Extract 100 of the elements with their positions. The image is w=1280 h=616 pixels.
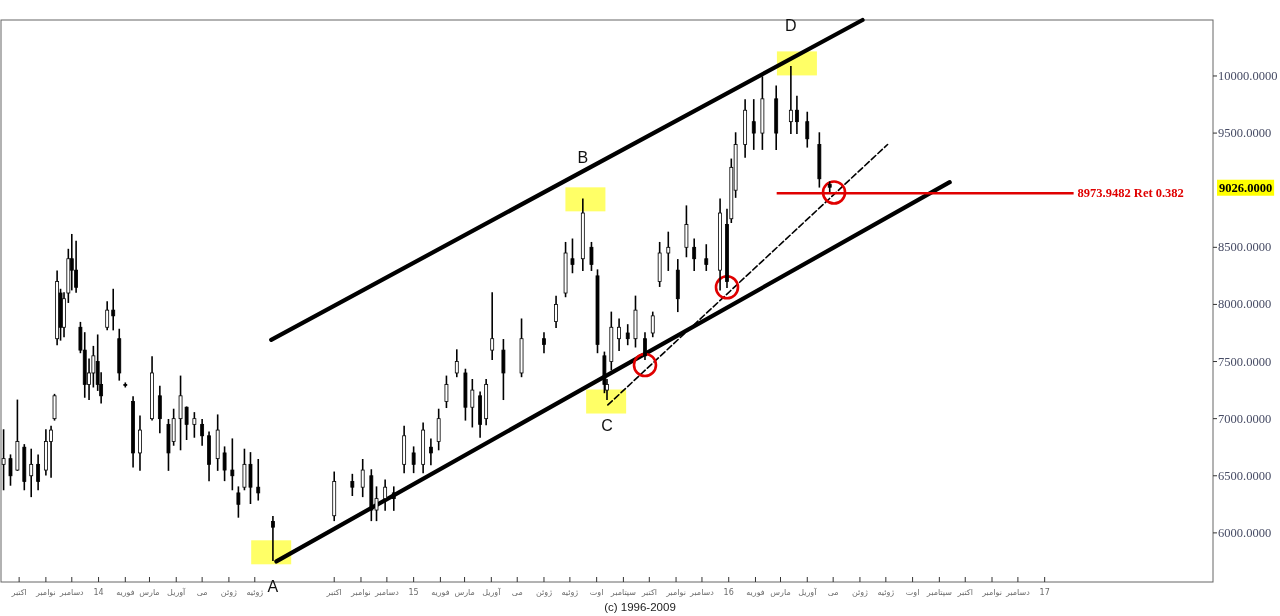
x-tick-label: نوامبر bbox=[350, 588, 371, 597]
candlestick bbox=[1, 429, 6, 491]
x-tick-label: دسامبر bbox=[689, 588, 715, 597]
x-tick-label: می bbox=[511, 588, 523, 597]
x-tick-label: نوامبر bbox=[665, 588, 686, 597]
x-tick-label: نوامبر bbox=[35, 588, 56, 597]
candlestick bbox=[650, 311, 655, 338]
candlestick bbox=[666, 231, 671, 271]
x-tick-label: نوامبر bbox=[981, 588, 1002, 597]
candlestick bbox=[383, 479, 388, 511]
x-tick-label: ژوئن bbox=[535, 588, 553, 597]
x-tick-label: ژوئیه bbox=[561, 588, 579, 597]
candlestick bbox=[542, 332, 546, 354]
x-tick-label: 17 bbox=[1039, 588, 1050, 597]
candlestick bbox=[692, 238, 697, 271]
y-tick-label: 6500.0000 bbox=[1218, 468, 1272, 483]
candlestick bbox=[788, 66, 793, 134]
candlestick bbox=[157, 385, 162, 434]
candlestick bbox=[360, 458, 365, 498]
x-tick-label: فوریه bbox=[116, 588, 135, 597]
candlestick bbox=[643, 332, 647, 361]
ref-line-label: 8973.9482 Ret 0.382 bbox=[1077, 186, 1184, 201]
x-tick-label: ژوئن bbox=[220, 588, 238, 597]
x-tick-label: دسامبر bbox=[373, 588, 400, 597]
x-tick-label: دسامبر bbox=[1004, 588, 1031, 597]
annotation: C bbox=[601, 417, 613, 435]
candlestick bbox=[625, 324, 630, 346]
candlestick bbox=[444, 375, 449, 409]
candlestick bbox=[704, 244, 709, 271]
candlestick bbox=[29, 448, 34, 498]
x-tick-label: 15 bbox=[408, 588, 419, 597]
x-tick-label: اوت bbox=[905, 588, 920, 597]
text: (c) 1996-2009 bbox=[604, 601, 676, 613]
x-tick-label: آوریل bbox=[167, 587, 187, 597]
last-price: 9026.0000 bbox=[1217, 179, 1275, 196]
candlestick bbox=[501, 339, 506, 401]
candlestick bbox=[138, 415, 142, 471]
x-tick-label: 14 bbox=[93, 588, 104, 597]
x-tick-label: فوریه bbox=[746, 588, 765, 597]
candlestick bbox=[200, 419, 205, 446]
y-tick-label: 8000.0000 bbox=[1218, 297, 1272, 312]
y-tick-label: 6000.0000 bbox=[1218, 525, 1272, 540]
x-tick-label: 16 bbox=[723, 588, 734, 597]
candlestick bbox=[805, 111, 810, 148]
x-tick-label: دسامبر bbox=[58, 588, 85, 597]
x-tick-label: سپتامبر bbox=[925, 588, 953, 597]
candlestick bbox=[52, 393, 57, 421]
candlestick bbox=[570, 238, 575, 274]
candlestick bbox=[111, 288, 116, 331]
candlestick bbox=[589, 241, 594, 271]
x-tick-label: آوریل bbox=[798, 587, 818, 597]
x-tick-label: سپتامبر bbox=[609, 588, 637, 597]
candlestick bbox=[230, 438, 235, 491]
candlestick bbox=[36, 454, 41, 491]
x-tick-label: اکتبر bbox=[640, 588, 657, 597]
candlestick bbox=[684, 205, 689, 258]
candlestick bbox=[411, 446, 416, 474]
annotation: A bbox=[267, 578, 279, 596]
x-tick-label: مارس bbox=[770, 588, 791, 597]
candlestick bbox=[795, 95, 799, 134]
x-tick-label: فوریه bbox=[431, 588, 450, 597]
candlestick bbox=[69, 233, 74, 291]
candlestick bbox=[8, 454, 13, 486]
x-tick-label: مارس bbox=[454, 588, 475, 597]
x-tick-label: اکتبر bbox=[325, 588, 342, 597]
x-tick-label: ژوئیه bbox=[246, 588, 264, 597]
x-tick-label: مارس bbox=[139, 588, 160, 597]
candlestick bbox=[391, 486, 396, 511]
candlestick bbox=[490, 292, 495, 361]
candlestick bbox=[751, 99, 756, 150]
annotation: D bbox=[785, 16, 797, 34]
y-tick-label: 8500.0000 bbox=[1218, 240, 1272, 255]
candlestick bbox=[256, 458, 261, 501]
point bbox=[821, 180, 847, 205]
x-tick-label: اکتبر bbox=[10, 588, 27, 597]
annotation: B bbox=[577, 149, 589, 167]
y-tick-label: 10000.0000 bbox=[1218, 68, 1278, 83]
candlestick bbox=[350, 473, 355, 496]
candlestick bbox=[436, 408, 441, 451]
candlestick bbox=[617, 318, 621, 351]
point bbox=[714, 274, 740, 300]
candlestick bbox=[470, 379, 475, 428]
candlestick bbox=[192, 412, 197, 438]
y-tick-label: 7000.0000 bbox=[1218, 411, 1272, 426]
candlestick bbox=[105, 301, 110, 331]
x-tick-label: ژوئیه bbox=[877, 588, 895, 597]
point bbox=[632, 352, 658, 378]
candlestick bbox=[222, 446, 227, 482]
x-tick-label: می bbox=[827, 588, 839, 597]
x-tick-label: آوریل bbox=[482, 587, 502, 597]
candlestick bbox=[454, 349, 459, 378]
x-tick-label: اوت bbox=[589, 588, 604, 597]
x-tick-label: می bbox=[196, 588, 208, 597]
candlestick bbox=[236, 486, 241, 518]
candlestick bbox=[554, 295, 558, 329]
y-tick-label: 7500.0000 bbox=[1218, 354, 1272, 369]
x-tick-label: اکتبر bbox=[956, 588, 973, 597]
y-tick-label: 9500.0000 bbox=[1218, 126, 1272, 141]
candlestick bbox=[429, 438, 433, 466]
x-tick-label: ژوئن bbox=[851, 588, 869, 597]
